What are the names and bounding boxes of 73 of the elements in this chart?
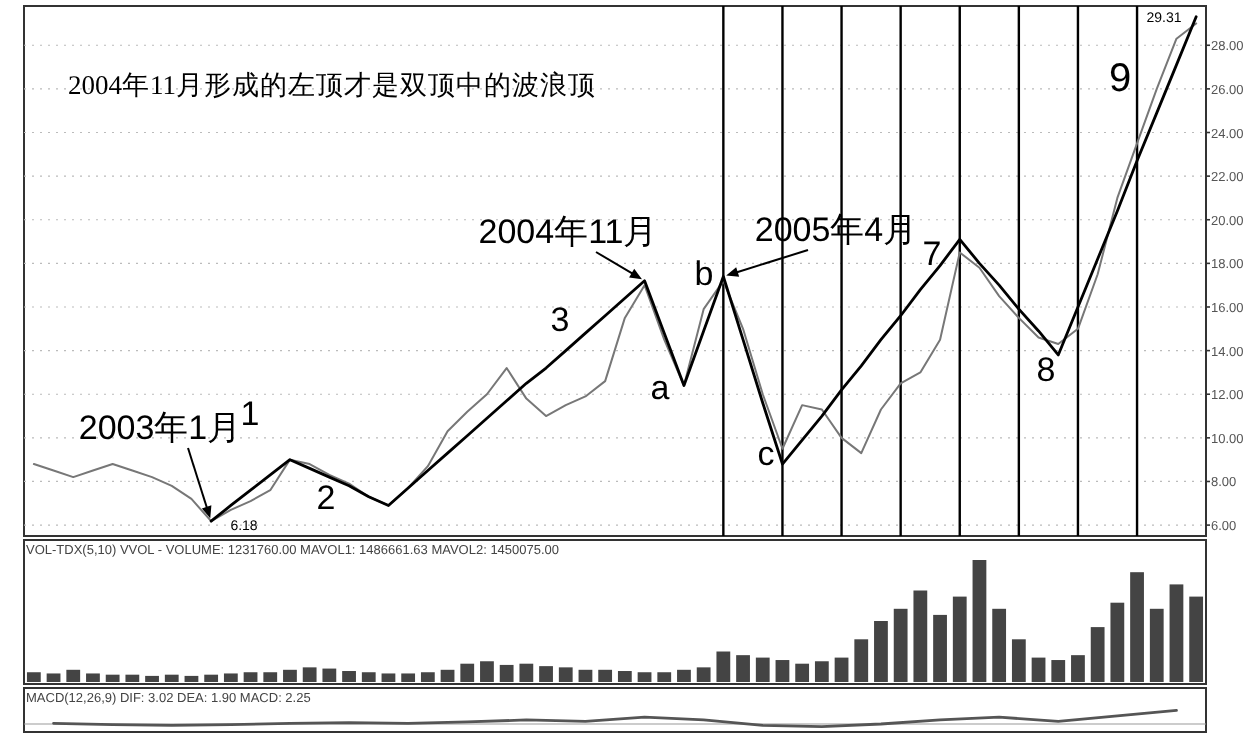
bar	[1090, 627, 1105, 682]
annotation: 7	[922, 234, 942, 273]
annotation: 9	[1108, 56, 1132, 101]
annotation: 2	[316, 478, 336, 517]
bar	[716, 651, 731, 682]
bar	[105, 674, 120, 682]
bar	[361, 672, 376, 682]
bar	[519, 663, 534, 682]
bar	[834, 657, 849, 682]
bar	[302, 667, 317, 682]
bar	[125, 674, 140, 682]
bar	[913, 590, 928, 682]
line-series	[32, 22, 1198, 523]
bar	[243, 672, 258, 682]
annotation: 3	[550, 300, 570, 339]
bar	[499, 664, 514, 682]
bar	[1051, 660, 1066, 682]
bar	[617, 671, 632, 682]
bar	[1189, 596, 1204, 682]
bar	[972, 560, 987, 682]
bar	[775, 660, 790, 682]
bar	[145, 675, 159, 682]
annotation: 2004年11月	[478, 212, 658, 251]
bar	[401, 673, 416, 682]
bar	[480, 661, 494, 682]
bar	[1071, 655, 1085, 682]
bar	[164, 674, 179, 682]
annotation: c	[757, 434, 776, 473]
bar	[854, 639, 869, 682]
bar	[440, 669, 455, 682]
bar	[1011, 639, 1026, 682]
annotation: a	[650, 368, 671, 407]
annotation: 8	[1036, 350, 1056, 389]
text: 2004年11月形成的左顶才是双顶中的波浪顶	[68, 70, 596, 100]
bar	[1110, 602, 1125, 682]
bar	[657, 672, 672, 682]
bar	[263, 672, 278, 682]
bar	[992, 608, 1007, 682]
bar	[677, 669, 691, 682]
bar	[874, 621, 888, 682]
annotation: 2003年1月	[78, 408, 242, 447]
bar	[342, 671, 356, 682]
annotation: 1	[240, 394, 260, 433]
bar	[893, 608, 908, 682]
bar	[223, 673, 238, 682]
bar	[736, 655, 750, 682]
bar	[66, 669, 81, 682]
annotation: b	[694, 254, 714, 293]
bar	[933, 614, 947, 682]
bar	[1130, 572, 1144, 682]
bar	[420, 672, 435, 682]
bar	[1149, 608, 1164, 682]
bar	[1031, 657, 1046, 682]
bar	[26, 672, 41, 682]
bar	[184, 675, 199, 682]
bar	[86, 673, 100, 682]
bar	[539, 666, 553, 682]
bar	[814, 661, 829, 682]
bar	[283, 669, 297, 682]
bar	[1169, 584, 1184, 682]
bar	[381, 673, 396, 682]
bar	[952, 596, 967, 682]
bar	[598, 669, 613, 682]
bar	[795, 663, 810, 682]
bar	[322, 668, 337, 682]
bar	[204, 674, 219, 682]
bar	[460, 663, 475, 682]
bar	[558, 667, 573, 682]
bar	[578, 669, 593, 682]
bar	[637, 672, 652, 682]
bar	[46, 673, 61, 682]
bar	[755, 657, 770, 682]
bar	[696, 667, 711, 682]
